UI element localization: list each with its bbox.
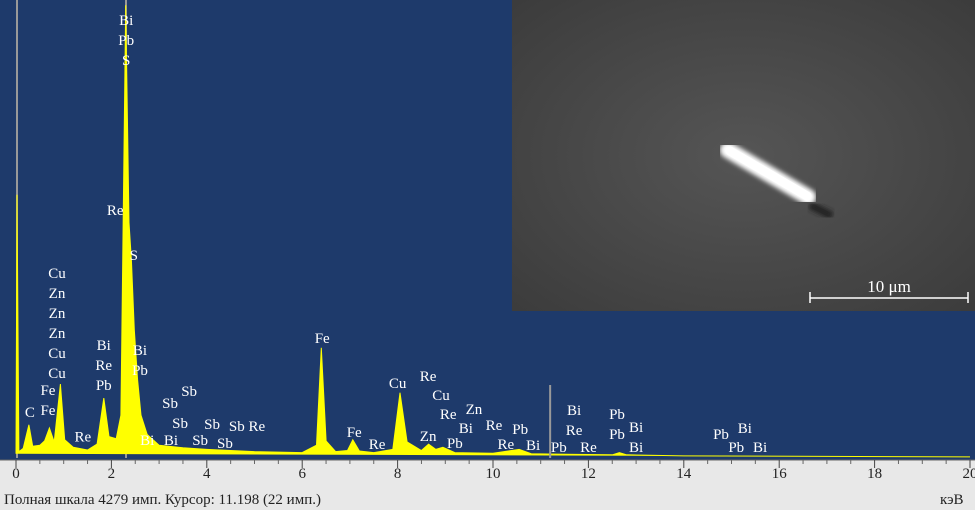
peak-label: Bi — [119, 13, 133, 29]
peak-label: Zn — [49, 306, 66, 322]
peak-label: Re — [440, 407, 457, 423]
peak-label: Bi — [567, 403, 581, 419]
footer: Полная шкала 4279 имп. Курсор: 11.198 (2… — [4, 492, 321, 508]
x-tick-label: 18 — [867, 466, 882, 482]
peak-label: Re — [74, 430, 91, 446]
peak-label: Sb — [172, 416, 188, 432]
peak-label: Re — [486, 418, 503, 434]
peak-label: S — [122, 53, 130, 69]
peak-label: Re — [107, 203, 124, 219]
peak-label: Re — [566, 423, 583, 439]
x-unit-label: кэВ — [940, 492, 964, 508]
peak-label: Sb — [217, 436, 233, 452]
peak-label: Pb — [728, 440, 744, 456]
x-tick-label: 6 — [298, 466, 306, 482]
x-tick-label: 12 — [581, 466, 596, 482]
x-tick-label: 0 — [12, 466, 20, 482]
x-tick-label: 4 — [203, 466, 211, 482]
peak-label: Bi — [753, 440, 767, 456]
scale-bar-label: 10 μm — [867, 277, 911, 296]
peak-label: Fe — [347, 425, 362, 441]
peak-label: Bi — [133, 343, 147, 359]
x-tick-label: 20 — [963, 466, 975, 482]
peak-label: Bi — [459, 421, 473, 437]
peak-label: S — [130, 248, 138, 264]
sem-inset: 10 μm — [512, 0, 975, 311]
peak-label: Cu — [432, 388, 450, 404]
peak-label: Zn — [49, 286, 66, 302]
peak-label: Fe — [40, 383, 55, 399]
peak-label: Fe — [315, 331, 330, 347]
peak-label: C — [25, 405, 35, 421]
peak-label: Pb — [447, 436, 463, 452]
peak-label: Cu — [389, 376, 407, 392]
peak-label: Pb — [551, 440, 567, 456]
peak-label: Zn — [49, 326, 66, 342]
peak-label: Sb — [162, 396, 178, 412]
peak-label: Sb — [192, 433, 208, 449]
x-tick-label: 16 — [772, 466, 788, 482]
peak-label: Bi — [629, 420, 643, 436]
peak-label: Zn — [466, 402, 483, 418]
peak-label: Sb — [204, 417, 220, 433]
peak-label: Bi — [140, 433, 154, 449]
x-tick-label: 14 — [676, 466, 692, 482]
x-axis-layer: 0 2 4 6 8 10 12 14 16 18 20 — [12, 460, 975, 482]
peak-label: Pb — [96, 378, 112, 394]
peak-label: Pb — [609, 407, 625, 423]
peak-label: Pb — [132, 363, 148, 379]
peak-label: Cu — [48, 366, 66, 382]
peak-label: Bi — [97, 338, 111, 354]
peak-label: Re — [498, 437, 515, 453]
peak-label: Cu — [48, 266, 66, 282]
peak-label: Pb — [713, 427, 729, 443]
x-tick-label: 10 — [486, 466, 501, 482]
x-tick-label: 2 — [108, 466, 116, 482]
peak-label: Re — [420, 369, 437, 385]
peak-label: Fe — [40, 403, 55, 419]
peak-label: Sb — [181, 384, 197, 400]
peak-label: Sb — [229, 419, 245, 435]
peak-label: Pb — [512, 422, 528, 438]
peak-label: Bi — [526, 438, 540, 454]
peak-label: Cu — [48, 346, 66, 362]
peak-label: Bi — [629, 440, 643, 456]
peak-label: Bi — [164, 433, 178, 449]
peak-label: Re — [249, 419, 266, 435]
peak-label: Pb — [609, 427, 625, 443]
peak-label: Re — [95, 358, 112, 374]
x-tick-label: 8 — [394, 466, 402, 482]
peak-label: Zn — [420, 429, 437, 445]
peak-label: Pb — [118, 33, 134, 49]
chart: CFeFeCuZnZnZnCuCuReBiRePbBiPbSReSBiPbBiB… — [0, 0, 975, 510]
peak-label: Bi — [738, 421, 752, 437]
peak-label: Re — [580, 440, 597, 456]
peak-label: Re — [369, 437, 386, 453]
